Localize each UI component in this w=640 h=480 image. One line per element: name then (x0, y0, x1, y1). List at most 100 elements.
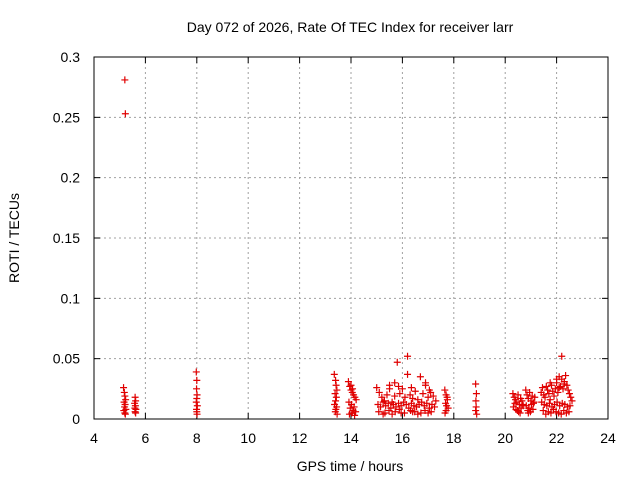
x-tick-label: 20 (497, 430, 513, 446)
data-point (562, 409, 570, 417)
data-point (511, 399, 519, 407)
x-tick-label: 12 (292, 430, 308, 446)
data-point (379, 410, 387, 418)
data-point (395, 405, 403, 413)
data-point (566, 402, 574, 410)
y-tick-label: 0.1 (61, 290, 81, 306)
data-point (332, 381, 340, 389)
data-point (121, 410, 129, 418)
data-point (546, 379, 554, 387)
y-tick-label: 0.15 (53, 230, 80, 246)
data-point (404, 352, 412, 360)
y-tick-label: 0 (72, 411, 80, 427)
data-point (558, 352, 566, 360)
data-point (409, 394, 417, 402)
data-point (516, 409, 524, 417)
x-tick-label: 6 (142, 430, 150, 446)
data-point (517, 404, 525, 412)
data-point (373, 384, 381, 392)
x-tick-label: 24 (600, 430, 616, 446)
data-point (425, 386, 433, 394)
y-tick-label: 0.2 (61, 170, 81, 186)
data-point (333, 386, 341, 394)
data-point (416, 373, 424, 381)
data-point (553, 375, 561, 383)
data-point (539, 407, 547, 415)
y-axis-label: ROTI / TECUs (6, 193, 22, 283)
data-point (409, 408, 417, 416)
data-point (553, 398, 561, 406)
data-point (542, 382, 550, 390)
data-point (350, 403, 358, 411)
data-point (472, 407, 480, 415)
data-point (345, 410, 353, 418)
x-tick-label: 4 (90, 430, 98, 446)
data-point (431, 403, 439, 411)
data-point (401, 393, 409, 401)
grid (94, 57, 608, 419)
data-point (375, 388, 383, 396)
data-point (472, 397, 480, 405)
data-point (121, 110, 129, 118)
data-point (567, 393, 575, 401)
y-tick-label: 0.25 (53, 109, 80, 125)
data-point (391, 392, 399, 400)
data-point (546, 396, 554, 404)
data-point (404, 370, 412, 378)
data-point (388, 410, 396, 418)
data-point (397, 402, 405, 410)
y-tick-label: 0.3 (61, 49, 81, 65)
data-point (552, 408, 560, 416)
data-point (391, 379, 399, 387)
data-point (515, 408, 523, 416)
data-point (514, 391, 522, 399)
data-point (332, 393, 340, 401)
data-point (193, 402, 201, 410)
data-point (397, 409, 405, 417)
x-tick-label: 22 (549, 430, 565, 446)
data-point (518, 397, 526, 405)
x-tick-label: 16 (395, 430, 411, 446)
data-point (568, 397, 576, 405)
data-point (380, 397, 388, 405)
data-point (418, 398, 426, 406)
data-point (524, 409, 532, 417)
data-point (541, 393, 549, 401)
data-point (414, 410, 422, 418)
data-point (417, 409, 425, 417)
x-tick-label: 10 (240, 430, 256, 446)
data-point (192, 368, 200, 376)
data-point (383, 391, 391, 399)
data-point (398, 385, 406, 393)
data-point (423, 399, 431, 407)
data-point (531, 393, 539, 401)
data-point (193, 410, 201, 418)
data-point (551, 385, 559, 393)
data-point (557, 410, 565, 418)
y-tick-label: 0.05 (53, 351, 80, 367)
data-point (386, 381, 394, 389)
data-point (519, 401, 527, 409)
data-point (560, 380, 568, 388)
data-point (384, 399, 392, 407)
data-point (378, 393, 386, 401)
data-point (472, 390, 480, 398)
data-point (441, 409, 449, 417)
data-point (402, 401, 410, 409)
data-point (542, 410, 550, 418)
data-point (393, 358, 401, 366)
data-point (406, 391, 414, 399)
data-point (559, 385, 567, 393)
data-point (330, 370, 338, 378)
data-point (522, 386, 530, 394)
data-point (379, 398, 387, 406)
data-point (424, 409, 432, 417)
x-tick-label: 18 (446, 430, 462, 446)
data-point (193, 385, 201, 393)
data-point (352, 408, 360, 416)
data-point (419, 390, 427, 398)
data-point (441, 386, 449, 394)
data-point (344, 378, 352, 386)
data-point (396, 390, 404, 398)
